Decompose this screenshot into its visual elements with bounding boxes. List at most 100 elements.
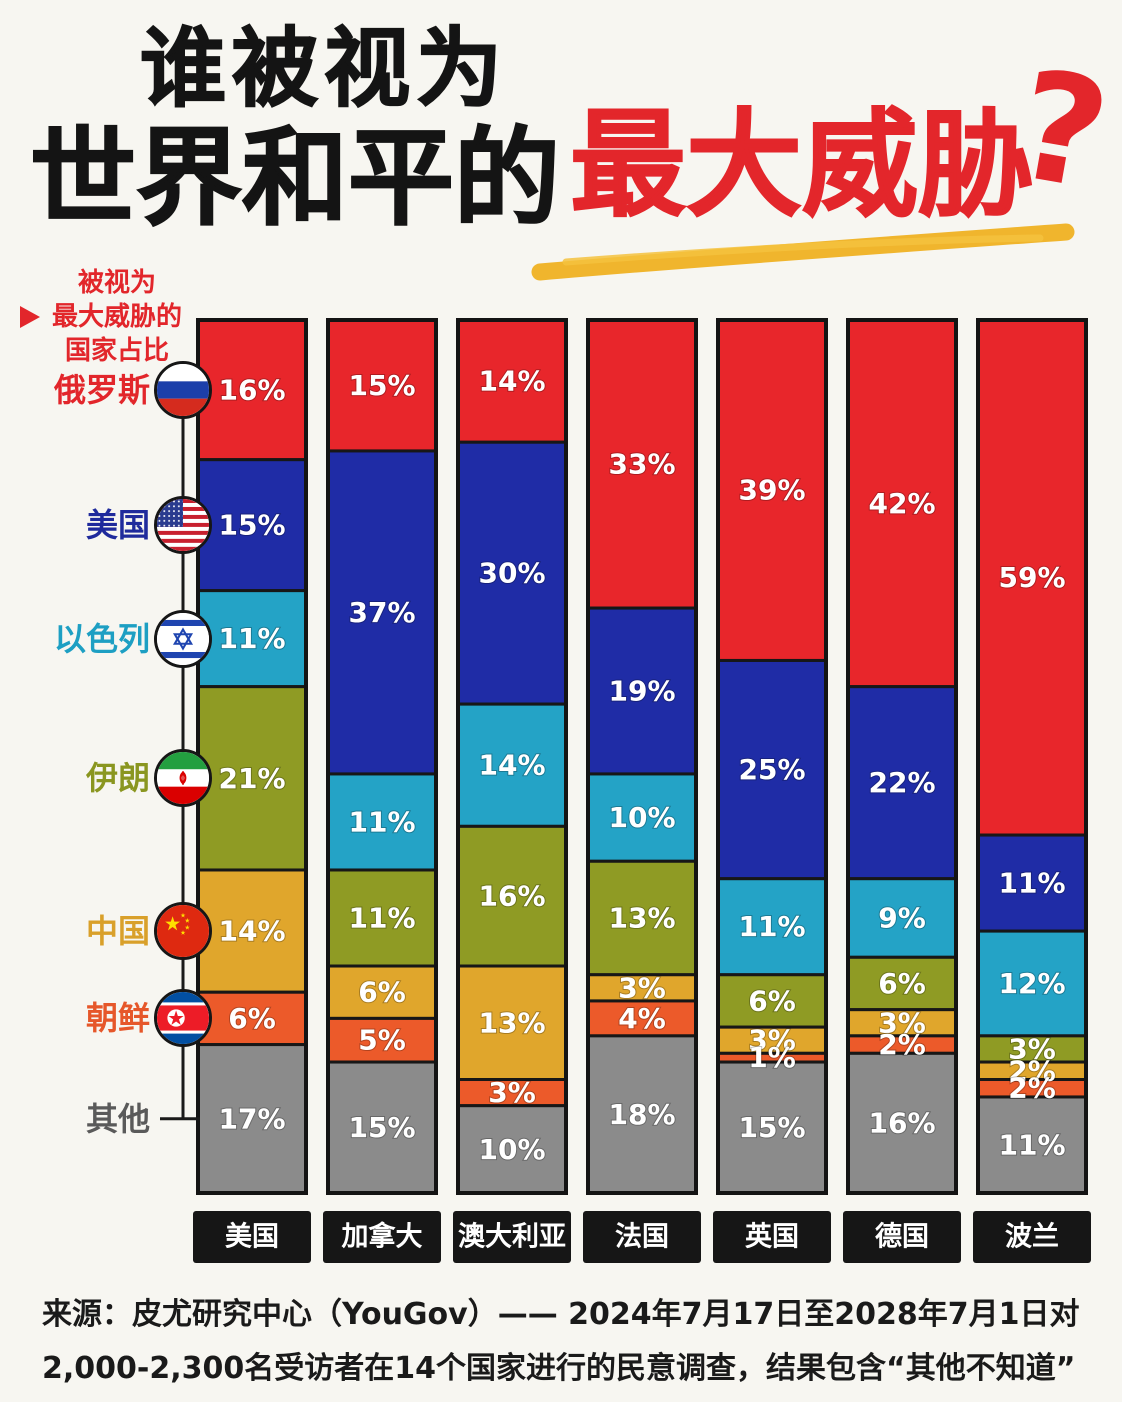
data-label: 11% (348, 805, 415, 838)
legend-label: 伊朗 (85, 759, 150, 798)
data-label: 15% (218, 509, 285, 542)
legend-label: 美国 (85, 506, 150, 545)
category-label-box (713, 1211, 831, 1263)
data-label: 19% (608, 675, 675, 708)
category-label-box (843, 1211, 961, 1263)
data-label: 13% (478, 1006, 545, 1039)
data-label: 16% (478, 880, 545, 913)
legend-label: 俄罗斯 (53, 370, 150, 409)
data-label: 11% (738, 910, 805, 943)
bar-segment (456, 824, 568, 968)
bar-segment (976, 833, 1088, 933)
bar-segment (586, 606, 698, 776)
pointer-triangle-icon (20, 306, 40, 328)
legend-label: 朝鲜 (85, 999, 150, 1038)
bar-segment (326, 868, 438, 968)
data-label: 2% (1008, 1054, 1056, 1087)
bar-column: 33% 19% 10% 13% 3%4% 18% 法国 (583, 318, 701, 1263)
bar-outline (326, 318, 438, 1195)
data-label: 22% (868, 766, 935, 799)
data-label: 18% (608, 1098, 675, 1131)
data-label: 16% (868, 1107, 935, 1140)
data-label: 6% (358, 976, 406, 1009)
data-label: 15% (348, 1111, 415, 1144)
russia-flag-icon (154, 360, 212, 419)
legend-item: 俄罗斯 (0, 360, 220, 419)
bar-segment (846, 1008, 958, 1038)
data-label: 15% (738, 1111, 805, 1144)
legend-title-line: 国家占比 (64, 336, 169, 366)
legend-item: 朝鲜 (0, 989, 220, 1048)
bar-segment (586, 999, 698, 1038)
usa-flag-icon (154, 496, 212, 555)
bar-segment (456, 440, 568, 706)
data-label: 3% (1008, 1032, 1056, 1065)
bar-outline (456, 318, 568, 1195)
data-label: 5% (358, 1024, 406, 1057)
data-label: 14% (478, 749, 545, 782)
data-label: 9% (878, 902, 926, 935)
bar-segment (326, 1016, 438, 1064)
category-label-box (583, 1211, 701, 1263)
bar-segment (586, 973, 698, 1003)
legend-title-line: 最大威胁的 (51, 302, 182, 332)
bar-outline (846, 318, 958, 1195)
bar-segment (196, 990, 308, 1047)
data-label: 3% (878, 1006, 926, 1039)
chart-title-highlight: 最大威胁 (569, 98, 1035, 233)
bar-outline (586, 318, 698, 1195)
bar-segment (326, 964, 438, 1020)
bar-column: 14% 30% 14% 16% 13% 3% 10% 澳大利亚 (453, 318, 571, 1263)
data-label: 14% (478, 365, 545, 398)
legend-item: 美国 (0, 496, 220, 555)
data-label: 11% (218, 622, 285, 655)
data-label: 2% (878, 1028, 926, 1061)
data-label: 30% (478, 557, 545, 590)
category-label: 美国 (225, 1221, 279, 1253)
data-label: 33% (608, 448, 675, 481)
bars-layer: 16%15%11%21%14%6%17%美国15%37%11%11%6%5%15… (160, 318, 1091, 1263)
bar-segment (456, 1104, 568, 1195)
category-label-box (193, 1211, 311, 1263)
legend-title-line: 被视为 (77, 268, 156, 298)
data-label: 14% (218, 915, 285, 948)
chart-title-line1: 谁被视为 (139, 19, 508, 119)
bar-segment (196, 1043, 308, 1195)
legend-label: 其他 (85, 1099, 150, 1138)
legend-title: 被视为 最大威胁的 国家占比 (42, 266, 192, 368)
data-label: 10% (478, 1133, 545, 1166)
china-flag-icon (154, 902, 212, 961)
iran-flag-icon (154, 749, 212, 808)
bar-column: 39% 25% 11% 6% 3%1% 15% 英国 (713, 318, 831, 1263)
data-label: 3% (488, 1076, 536, 1109)
chart-title-line2: 世界和平的 (29, 117, 561, 240)
bar-segment (586, 318, 698, 610)
north-korea-flag-icon (154, 989, 212, 1048)
data-label: 59% (998, 561, 1065, 594)
legend-label: 中国 (85, 912, 150, 951)
bar-column: 42% 22% 9% 6% 3%2% 16% 德国 (843, 318, 961, 1263)
bar-segment (456, 318, 568, 444)
data-label: 6% (878, 967, 926, 1000)
data-label: 3% (748, 1024, 796, 1057)
data-label: 37% (348, 596, 415, 629)
legend-label: 以色列 (53, 619, 150, 658)
category-label: 法国 (615, 1222, 669, 1253)
data-label: 17% (218, 1102, 285, 1135)
data-label: 11% (998, 1128, 1065, 1161)
bar-column: 59%11%12%3%2%2%11%波兰 (973, 318, 1091, 1263)
data-label: 6% (228, 1002, 276, 1035)
category-label: 澳大利亚 (458, 1222, 566, 1253)
data-label: 13% (608, 902, 675, 935)
israel-flag-icon (154, 609, 212, 668)
category-label-box (453, 1211, 571, 1263)
bar-segment (976, 1095, 1088, 1195)
data-label: 6% (748, 984, 796, 1017)
data-label: 1% (748, 1041, 796, 1074)
legend-item: 其他 (0, 1090, 220, 1148)
legend-item: 中国 (0, 902, 220, 961)
category-label: 波兰 (1005, 1222, 1059, 1253)
data-label: 12% (998, 967, 1065, 1000)
data-label: 11% (348, 902, 415, 935)
